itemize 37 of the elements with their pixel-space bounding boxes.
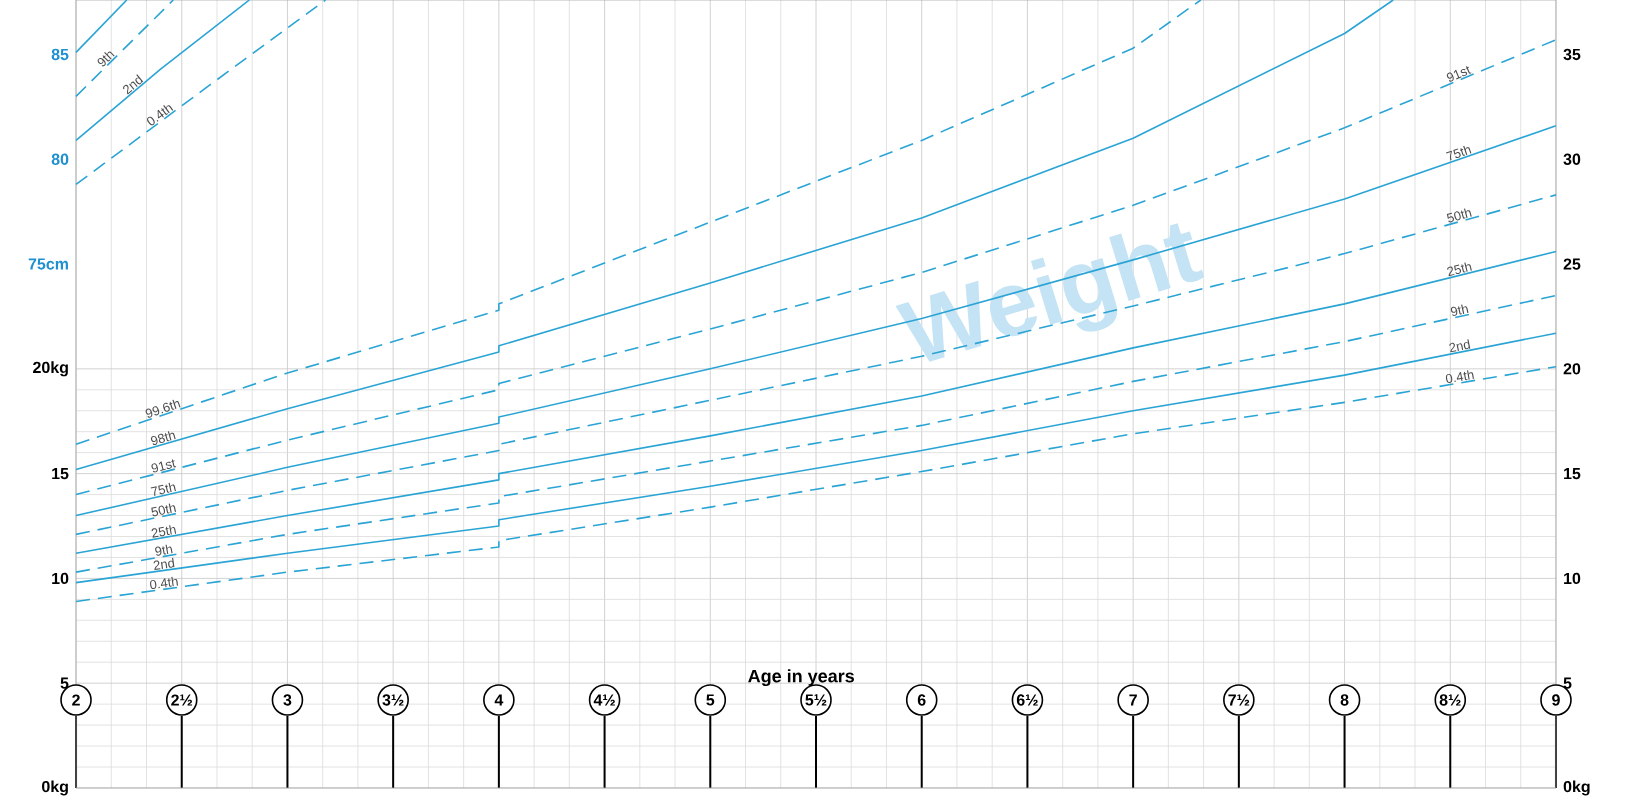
y-tick-label: 10 [52, 572, 69, 585]
x-tick-label: 5½ [805, 694, 827, 706]
x-tick-label: 2½ [171, 694, 193, 706]
y2-tick-label: 30 [1563, 153, 1581, 165]
x-tick-label: 7 [1129, 694, 1137, 706]
x-axis-title: Age in years [748, 669, 854, 687]
y2-tick-label: 35 [1563, 48, 1581, 61]
y-tick-label: 15 [52, 468, 69, 480]
y-tick-label: 0kg [42, 780, 68, 796]
y2-tick-label: 15 [1564, 468, 1581, 480]
x-tick-label: 6 [917, 694, 926, 706]
x-tick-label: 3 [283, 694, 292, 706]
line-series [75, 0, 1394, 471]
x-tick-label: 7½ [1228, 694, 1250, 706]
y3-tick-label: 80 [51, 153, 69, 165]
annotation: Weight [895, 223, 1205, 362]
y2-tick-label: 25 [1563, 258, 1581, 270]
x-tick-label: 8 [1340, 694, 1349, 706]
x-tick-label: 2 [72, 694, 80, 706]
y2-tick-label: 0kg [1563, 780, 1590, 796]
line-series [75, 124, 1557, 517]
y-tick-label: 5 [60, 677, 69, 689]
x-tick-label: 4 [494, 694, 504, 706]
y2-tick-label: 5 [1563, 677, 1572, 689]
y3-tick-label: 75cm [28, 258, 68, 270]
x-tick-label: 9 [1552, 694, 1560, 706]
x-tick-label: 3½ [382, 694, 404, 706]
line-series [75, 365, 1557, 603]
x-tick-label: 8½ [1439, 694, 1461, 706]
x-tick-label: 6½ [1016, 694, 1038, 706]
line-series [75, 39, 1557, 496]
y2-tick-label: 10 [1564, 572, 1581, 585]
y-tick-label: 20kg [33, 361, 68, 377]
x-tick-label: 5 [706, 694, 715, 706]
y2-tick-label: 20 [1563, 363, 1581, 375]
x-tick-label: 4½ [593, 694, 615, 706]
y3-tick-label: 85 [51, 48, 69, 61]
